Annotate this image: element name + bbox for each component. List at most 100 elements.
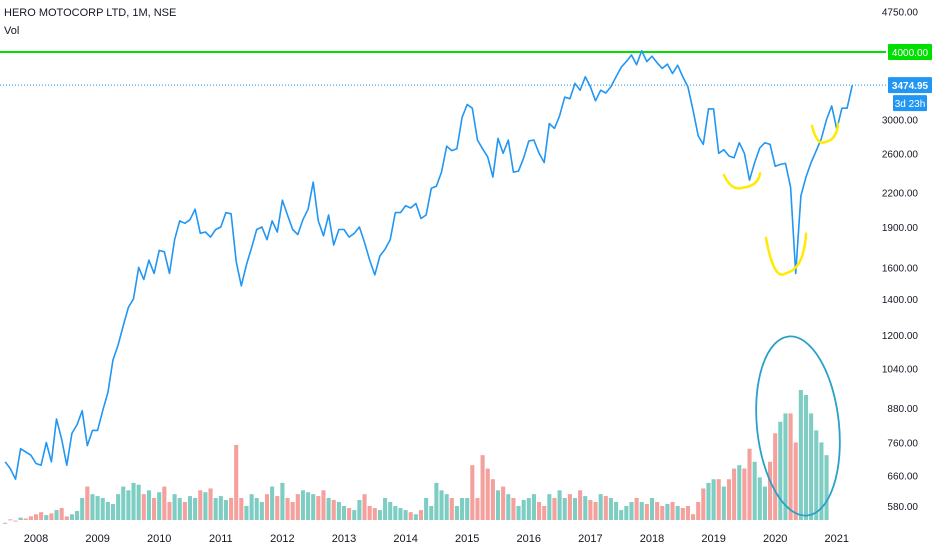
volume-bar bbox=[167, 501, 172, 520]
volume-bar bbox=[357, 500, 362, 520]
last-price-label: 3474.95 bbox=[892, 81, 929, 92]
volume-bar bbox=[542, 506, 547, 520]
volume-bar bbox=[105, 501, 110, 520]
volume-bar bbox=[547, 494, 552, 520]
volume-bar bbox=[8, 519, 13, 521]
annotation-volume-ellipse bbox=[755, 335, 841, 517]
volume-bar bbox=[341, 506, 347, 520]
volume-bar bbox=[203, 492, 208, 520]
axis-layer: 580.00 660.00 760.00 880.00 1040.00 1200.00 14… bbox=[24, 8, 932, 545]
volume-bar bbox=[506, 494, 511, 520]
volume-bar bbox=[23, 518, 28, 520]
price-tick-label: 1400.00 bbox=[882, 295, 919, 306]
volume-bar bbox=[691, 514, 696, 520]
time-tick-label: 2009 bbox=[85, 533, 109, 545]
volume-bar bbox=[223, 500, 228, 520]
volume-bar bbox=[264, 494, 270, 520]
volume-legend[interactable]: Vol bbox=[4, 25, 20, 37]
volume-bar bbox=[398, 508, 403, 520]
volume-bar bbox=[13, 520, 18, 522]
countdown-label: 3d 23h bbox=[895, 99, 926, 110]
volume-bar bbox=[193, 498, 198, 520]
volume-bar bbox=[460, 498, 465, 520]
volume-bar bbox=[732, 468, 737, 520]
volume-bar bbox=[377, 510, 382, 520]
volume-bar bbox=[367, 506, 372, 520]
time-tick-label: 2018 bbox=[640, 533, 664, 545]
volume-layer bbox=[3, 389, 829, 524]
volume-bar bbox=[721, 486, 726, 520]
price-tick-label: 1900.00 bbox=[882, 223, 919, 234]
volume-bar bbox=[44, 515, 49, 520]
volume-bar bbox=[413, 514, 418, 520]
volume-bar bbox=[90, 494, 95, 520]
price-layer bbox=[0, 49, 886, 481]
volume-bar bbox=[814, 430, 819, 520]
volume-bar bbox=[747, 448, 752, 520]
volume-bar bbox=[798, 389, 803, 520]
volume-bar bbox=[501, 486, 506, 520]
time-tick-label: 2016 bbox=[517, 533, 541, 545]
volume-bar bbox=[578, 490, 583, 520]
volume-bar bbox=[696, 501, 701, 520]
volume-bar bbox=[110, 503, 116, 520]
volume-bar bbox=[614, 501, 619, 520]
volume-bar bbox=[439, 490, 444, 520]
time-tick-label: 2011 bbox=[209, 533, 233, 545]
volume-bar bbox=[244, 506, 249, 520]
volume-bar bbox=[619, 510, 624, 520]
volume-bar bbox=[187, 496, 193, 520]
volume-bar bbox=[418, 510, 424, 520]
volume-bar bbox=[311, 494, 316, 520]
volume-bar bbox=[295, 494, 300, 520]
volume-bar bbox=[475, 498, 480, 520]
volume-bar bbox=[59, 508, 64, 520]
volume-bar bbox=[788, 413, 793, 520]
time-tick-label: 2008 bbox=[24, 533, 48, 545]
price-tick-label: 4750.00 bbox=[882, 8, 919, 19]
annotation-arc-2021 bbox=[810, 122, 840, 144]
volume-bar bbox=[198, 490, 203, 520]
countdown-badge bbox=[893, 95, 927, 112]
volume-bar bbox=[557, 490, 562, 520]
time-tick-label: 2013 bbox=[332, 533, 356, 545]
volume-bar bbox=[331, 500, 336, 520]
volume-bar bbox=[567, 494, 572, 520]
volume-bar bbox=[665, 503, 670, 520]
volume-bar bbox=[454, 506, 459, 520]
time-tick-label: 2014 bbox=[393, 533, 417, 545]
volume-bar bbox=[762, 486, 767, 520]
volume-bar bbox=[429, 506, 434, 520]
volume-bar bbox=[39, 512, 44, 520]
symbol-legend[interactable]: HERO MOTOCORP LTD, 1M, NSE bbox=[4, 7, 177, 19]
volume-bar bbox=[75, 510, 80, 520]
volume-bar bbox=[393, 506, 398, 520]
volume-bar bbox=[583, 496, 588, 520]
volume-bar bbox=[316, 496, 321, 520]
volume-bar bbox=[33, 514, 39, 520]
volume-bar bbox=[28, 516, 33, 520]
volume-bar bbox=[326, 498, 331, 520]
volume-bar bbox=[434, 482, 439, 520]
volume-bar bbox=[172, 494, 177, 520]
volume-bar bbox=[644, 503, 649, 520]
price-tick-label: 580.00 bbox=[887, 502, 918, 513]
volume-bar bbox=[116, 494, 121, 520]
volume-bar bbox=[234, 444, 239, 520]
price-tick-label: 3000.00 bbox=[882, 116, 919, 127]
volume-bar bbox=[603, 496, 608, 520]
volume-bar bbox=[680, 508, 685, 520]
volume-bar bbox=[711, 479, 716, 520]
volume-bar bbox=[783, 413, 788, 520]
volume-bar bbox=[809, 413, 814, 520]
price-tick-label: 880.00 bbox=[887, 404, 918, 415]
volume-bar bbox=[649, 498, 655, 520]
volume-bar bbox=[280, 482, 285, 520]
volume-bar bbox=[275, 496, 280, 520]
volume-bar bbox=[131, 482, 136, 520]
time-tick-label: 2012 bbox=[270, 533, 294, 545]
volume-bar bbox=[290, 501, 295, 520]
volume-bar bbox=[485, 468, 490, 520]
